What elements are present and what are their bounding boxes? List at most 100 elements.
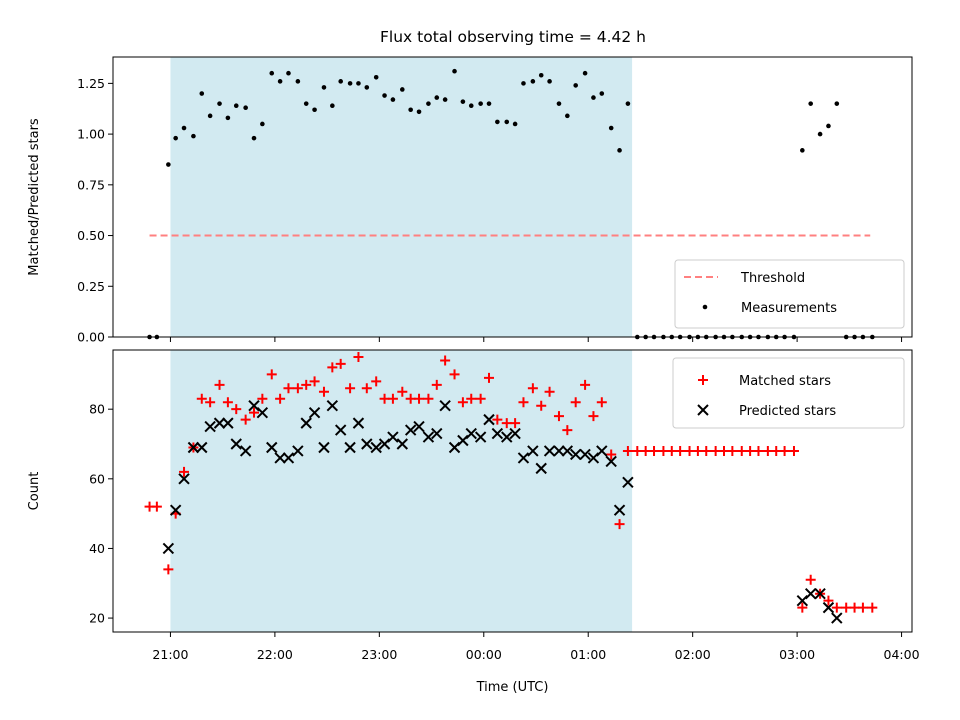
measurement-point <box>434 95 440 100</box>
matched-star-point <box>431 379 442 390</box>
matched-star-point <box>649 445 660 456</box>
matched-star-point <box>353 351 364 362</box>
matched-star-point <box>205 397 216 408</box>
predicted-star-point <box>292 445 304 457</box>
predicted-star-point <box>282 452 295 464</box>
predicted-star-point <box>361 438 373 450</box>
predicted-star-point <box>196 441 208 454</box>
matched-star-point <box>666 445 677 456</box>
predicted-star-point <box>178 473 190 485</box>
measurement-point <box>243 105 248 111</box>
measurement-point <box>416 109 422 115</box>
measurement-point <box>356 81 361 86</box>
predicted-star-point <box>579 448 591 461</box>
legend-box <box>674 259 905 329</box>
matched-star-point <box>151 501 162 512</box>
predicted-star-point <box>230 438 242 450</box>
measurement-point <box>530 79 536 84</box>
observing-window-span <box>170 350 633 632</box>
measurement-point <box>181 125 187 131</box>
matched-star-point <box>719 445 729 456</box>
measurement-point <box>277 79 283 84</box>
predicted-star-point <box>352 417 365 429</box>
predicted-star-point <box>465 427 477 440</box>
predicted-star-point <box>517 452 530 464</box>
predicted-star-point <box>613 504 626 516</box>
matched-star-point <box>849 602 860 613</box>
matched-star-point <box>214 379 225 390</box>
legend: Threshold Measurements <box>674 259 905 329</box>
predicted-star-point <box>535 462 547 475</box>
predicted-star-point <box>387 431 399 443</box>
matched-star-point <box>692 445 703 456</box>
matched-star-point <box>405 393 416 404</box>
measurement-point <box>468 103 474 108</box>
measurement-point <box>460 99 466 104</box>
predicted-star-point <box>308 406 321 419</box>
measurement-point <box>338 79 343 84</box>
legend-matched-label: Matched stars <box>739 374 831 389</box>
measurement-point <box>225 115 231 121</box>
measurement-point <box>512 121 518 127</box>
predicted-star-point <box>239 445 252 457</box>
predicted-star-point <box>162 542 175 555</box>
x-tick-label: 00:00 <box>466 647 502 662</box>
measurement-point <box>599 91 605 96</box>
measurement-point <box>295 79 301 84</box>
predicted-star-point <box>501 431 513 443</box>
predicted-star-point <box>491 427 504 440</box>
predicted-star-point <box>431 427 443 440</box>
matched-star-point <box>614 519 625 530</box>
matched-star-point <box>484 372 494 383</box>
count-panel: 20 40 60 80 21:00 22:00 23:00 00:00 01:00 02:00 03… <box>27 349 920 695</box>
matched-star-point <box>397 386 408 397</box>
predicted-star-point <box>370 441 382 454</box>
y-axis-label: Count <box>27 472 42 511</box>
measurement-point <box>269 70 275 76</box>
measurement-point <box>173 135 178 141</box>
measurement-point <box>233 103 239 108</box>
y-tick-label: 0.75 <box>77 177 105 192</box>
matched-star-point <box>753 445 764 456</box>
measurement-point <box>617 148 622 153</box>
matched-star-point <box>823 595 834 606</box>
matched-star-point <box>788 445 799 456</box>
predicted-star-point <box>169 504 182 516</box>
measurement-point <box>426 101 431 106</box>
measurement-point <box>556 101 562 106</box>
predicted-star-point <box>804 587 817 600</box>
matched-star-point <box>596 397 607 408</box>
measurement-point <box>373 74 379 80</box>
predicted-star-point <box>822 601 835 614</box>
y-axis-label: Matched/Predicted stars <box>27 118 42 276</box>
predicted-star-point <box>422 431 435 443</box>
matched-star-point <box>562 425 573 436</box>
measurement-point <box>217 101 222 106</box>
legend-box <box>672 357 905 429</box>
predicted-star-point <box>605 455 617 468</box>
y-tick-label: 40 <box>89 541 105 556</box>
predicted-star-point <box>561 445 574 457</box>
predicted-star-point <box>300 417 312 429</box>
measurement-point <box>408 107 413 113</box>
measurement-point <box>582 70 588 76</box>
measurement-point <box>521 81 526 86</box>
measurement-point <box>330 103 335 108</box>
measurement-point <box>591 95 596 100</box>
measurement-point <box>321 85 327 90</box>
measurement-point <box>199 91 205 96</box>
measurement-point <box>808 101 813 106</box>
measurement-point <box>547 79 552 84</box>
legend-threshold-label: Threshold <box>740 271 805 286</box>
matched-star-point <box>371 376 382 387</box>
matched-star-point <box>510 418 521 429</box>
predicted-star-point <box>256 406 269 419</box>
matched-star-point <box>805 574 816 585</box>
predicted-star-point <box>326 399 339 412</box>
matched-star-point <box>710 445 721 456</box>
matched-star-point <box>684 445 695 456</box>
matched-star-point <box>727 445 738 456</box>
predicted-star-point <box>204 420 216 433</box>
observing-window-span <box>170 57 633 337</box>
matched-star-point <box>622 445 633 456</box>
